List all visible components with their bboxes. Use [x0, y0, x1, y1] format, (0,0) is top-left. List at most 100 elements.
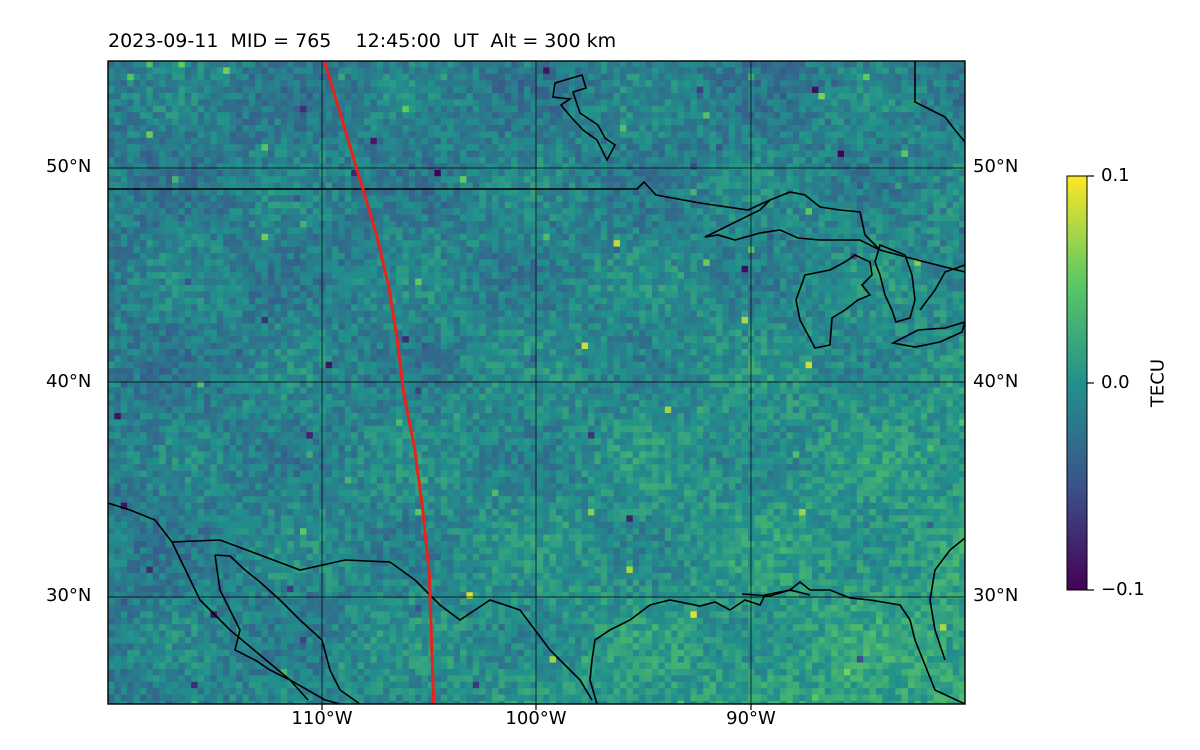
- tec-cell: [178, 61, 186, 68]
- tec-cell: [575, 67, 582, 75]
- tec-cell: [844, 157, 851, 164]
- tec-cell: [332, 208, 339, 215]
- tec-cell: [357, 131, 365, 139]
- tec-cell: [556, 189, 563, 196]
- tec-cell: [312, 233, 320, 241]
- tec-cell: [530, 144, 538, 151]
- tec-cell: [709, 182, 717, 190]
- tec-cell: [914, 67, 922, 75]
- tec-cell: [389, 176, 397, 183]
- tec-cell: [159, 67, 166, 75]
- tec-cell: [575, 285, 582, 292]
- tec-cell: [306, 201, 314, 209]
- tec-cell: [402, 233, 410, 241]
- tec-cell: [184, 99, 192, 107]
- tec-cell: [306, 291, 314, 299]
- tec-cell: [933, 67, 941, 75]
- tec-cell: [575, 189, 582, 196]
- tec-cell: [888, 157, 896, 164]
- tec-cell: [652, 221, 659, 228]
- tec-cell: [664, 93, 672, 100]
- tec-cell: [639, 189, 646, 196]
- tec-cell: [645, 163, 653, 171]
- tec-cell: [114, 201, 122, 209]
- tec-cell: [684, 221, 691, 228]
- tec-cell: [568, 272, 576, 279]
- tec-cell: [197, 150, 205, 158]
- tec-cell: [754, 195, 762, 203]
- tec-cell: [370, 73, 378, 81]
- tec-cell: [242, 233, 250, 241]
- tec-cell: [184, 240, 192, 247]
- tec-cell: [818, 221, 826, 228]
- tec-cell: [396, 150, 403, 158]
- tec-cell: [728, 278, 736, 286]
- tec-cell: [453, 253, 461, 260]
- tec-cell: [767, 240, 774, 247]
- tec-cell: [754, 259, 762, 267]
- tec-cell: [376, 272, 384, 279]
- tec-cell: [165, 86, 173, 94]
- tec-cell: [133, 99, 141, 107]
- tec-cell: [197, 272, 205, 279]
- tec-cell: [344, 112, 352, 119]
- tec-cell: [703, 240, 710, 247]
- tec-cell: [165, 125, 173, 132]
- tec-cell: [556, 246, 563, 254]
- tec-cell: [703, 125, 710, 132]
- tec-cell: [799, 86, 806, 94]
- tec-cell: [460, 137, 467, 145]
- tec-cell: [658, 253, 666, 260]
- tec-cell: [268, 214, 275, 222]
- tec-cell: [895, 144, 902, 151]
- tec-cell: [536, 291, 544, 299]
- tec-cell: [440, 112, 448, 119]
- tec-cell: [940, 189, 947, 196]
- tec-cell: [760, 189, 768, 196]
- tec-cell: [805, 278, 813, 286]
- tec-cell: [946, 131, 954, 139]
- tec-cell: [677, 233, 685, 241]
- tec-cell: [389, 105, 397, 113]
- tec-cell: [812, 93, 819, 100]
- tec-cell: [837, 278, 845, 286]
- tec-cell: [773, 265, 781, 273]
- tec-cell: [159, 278, 166, 286]
- tec-cell: [146, 214, 154, 222]
- tec-cell: [920, 246, 928, 254]
- tec-cell: [274, 118, 282, 126]
- tec-cell: [568, 99, 576, 107]
- tec-cell: [696, 131, 704, 139]
- tec-cell: [127, 278, 134, 286]
- tec-cell: [197, 297, 205, 305]
- tec-cell: [204, 246, 211, 254]
- tec-cell: [492, 189, 499, 196]
- tec-cell: [453, 195, 461, 203]
- tec-cell: [223, 297, 230, 305]
- tec-cell: [735, 86, 742, 94]
- tec-cell: [581, 285, 589, 292]
- tec-cell: [498, 201, 506, 209]
- tec-cell: [396, 227, 403, 235]
- tec-cell: [741, 195, 749, 203]
- tec-cell: [242, 240, 250, 247]
- tec-cell: [396, 259, 403, 267]
- tec-cell: [312, 163, 320, 171]
- tec-cell: [690, 195, 698, 203]
- tec-cell: [773, 208, 781, 215]
- tec-cell: [696, 67, 704, 75]
- tec-cell: [767, 176, 774, 183]
- tec-cell: [645, 189, 653, 196]
- tec-cell: [319, 233, 326, 241]
- tec-cell: [434, 112, 442, 119]
- tec-cell: [319, 73, 326, 81]
- tec-cell: [383, 227, 390, 235]
- tec-cell: [664, 182, 672, 190]
- tec-cell: [447, 189, 454, 196]
- tec-cell: [773, 118, 781, 126]
- tec-cell: [696, 189, 704, 196]
- tec-cell: [492, 93, 499, 100]
- tec-cell: [389, 157, 397, 164]
- tec-cell: [472, 67, 480, 75]
- tec-cell: [562, 131, 570, 139]
